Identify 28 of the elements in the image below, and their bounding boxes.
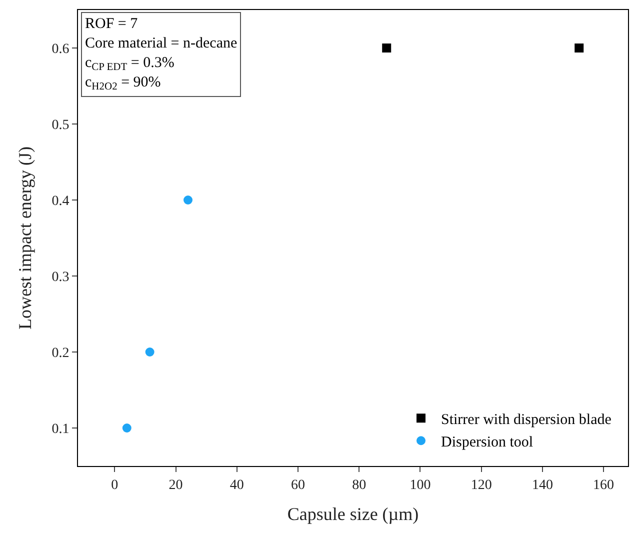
x-tick-label: 100	[410, 478, 431, 493]
x-tick-label: 0	[111, 478, 118, 493]
annotation: c$_{CP EDT}$ = 0.3%	[85, 55, 174, 74]
x-tick-label: 120	[470, 478, 492, 493]
annotation: c$_{H2O2}$ = 90%	[85, 74, 161, 93]
point	[574, 44, 584, 52]
y-tick-label: 0.1	[52, 422, 70, 437]
x-tick-label: 80	[352, 478, 366, 493]
x-tick-label: 20	[168, 478, 183, 493]
y-tick-label: 0.2	[52, 346, 70, 361]
annotation: Core material = n-decane	[85, 36, 238, 52]
y-tick-label: 0.5	[52, 118, 70, 133]
x-tick-label: 60	[291, 478, 305, 493]
y-axis-title: Lowest impact energy (J)	[14, 146, 35, 330]
legend-label: Stirrer with dispersion blade	[441, 412, 612, 428]
point	[184, 196, 192, 204]
y-tick-label: 0.6	[52, 42, 70, 57]
point	[122, 424, 132, 432]
y-tick-label: 0.4	[52, 194, 70, 209]
legend-label: Dispersion tool	[441, 434, 534, 450]
annotation: ROF = 7	[85, 16, 138, 32]
x-tick-label: 40	[230, 478, 244, 493]
x-tick-label: 160	[593, 478, 614, 493]
point	[382, 44, 392, 52]
point	[145, 348, 154, 356]
x-axis-title: Capsule size (µm)	[287, 504, 419, 524]
x-tick-label: 140	[532, 478, 553, 493]
y-tick-label: 0.3	[52, 270, 70, 285]
